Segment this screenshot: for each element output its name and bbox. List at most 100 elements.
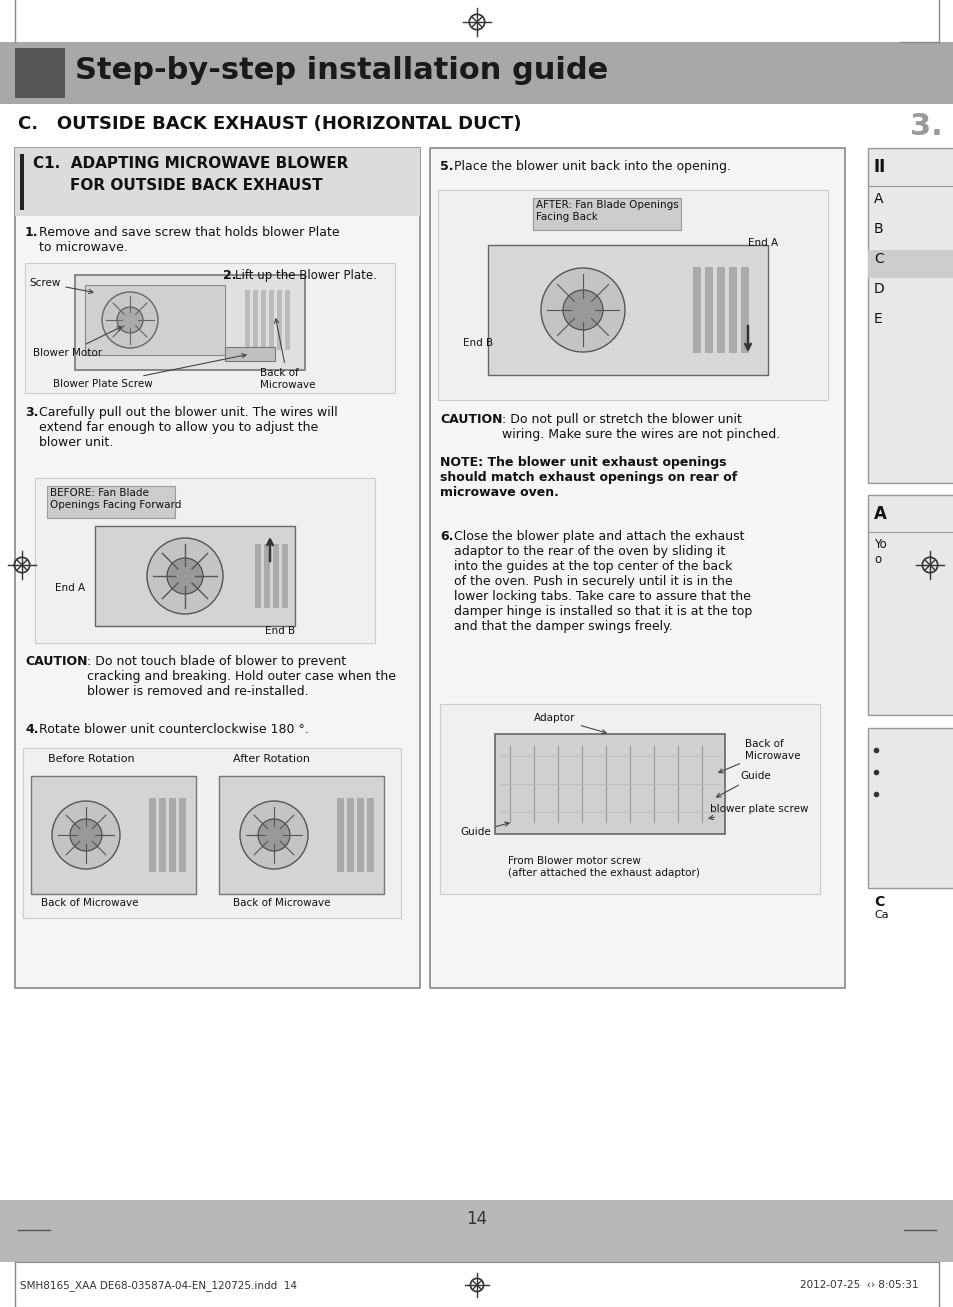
Circle shape [117, 307, 143, 333]
Text: FOR OUTSIDE BACK EXHAUST: FOR OUTSIDE BACK EXHAUST [70, 178, 322, 193]
Bar [30, 776, 195, 894]
Bar [219, 776, 384, 894]
Text: Guide: Guide [716, 771, 770, 797]
Text: B: B [873, 222, 882, 237]
Text: From Blower motor screw
(after attached the exhaust adaptor): From Blower motor screw (after attached … [507, 856, 700, 877]
Circle shape [240, 801, 308, 869]
Text: Before Rotation: Before Rotation [48, 754, 134, 765]
Text: 2.: 2. [223, 269, 236, 282]
Text: Yo
o: Yo o [873, 538, 886, 566]
Text: Back of
Microwave: Back of Microwave [260, 319, 315, 389]
Bar [169, 799, 175, 872]
Bar [276, 290, 282, 350]
Text: : Do not touch blade of blower to prevent
cracking and breaking. Hold outer case: : Do not touch blade of blower to preven… [87, 655, 395, 698]
Circle shape [540, 268, 624, 352]
Text: Back of
Microwave: Back of Microwave [718, 738, 800, 772]
Circle shape [52, 801, 120, 869]
Text: II: II [873, 158, 885, 176]
Bar [867, 728, 953, 887]
Bar [282, 544, 288, 608]
Bar [740, 267, 748, 353]
Text: C: C [873, 252, 882, 267]
Bar [0, 1263, 953, 1307]
Text: Guide: Guide [459, 822, 509, 836]
Text: NOTE: The blower unit exhaust openings
should match exhaust openings on rear of
: NOTE: The blower unit exhaust openings s… [439, 456, 737, 499]
Bar [15, 148, 419, 988]
Text: Rotate blower unit counterclockwise 180 °.: Rotate blower unit counterclockwise 180 … [39, 723, 309, 736]
Text: Blower Motor: Blower Motor [33, 327, 121, 358]
Text: 3.: 3. [25, 406, 38, 420]
Circle shape [147, 538, 223, 614]
Text: D: D [873, 282, 883, 295]
Bar [85, 285, 225, 356]
Bar [439, 704, 820, 894]
Bar [254, 544, 261, 608]
Circle shape [257, 819, 290, 851]
Text: E: E [873, 312, 882, 325]
Bar [356, 799, 364, 872]
Bar [867, 250, 953, 278]
Text: C.   OUTSIDE BACK EXHAUST (HORIZONTAL DUCT): C. OUTSIDE BACK EXHAUST (HORIZONTAL DUCT… [18, 115, 521, 133]
Text: End A: End A [747, 238, 778, 248]
Bar [704, 267, 712, 353]
Bar [533, 197, 680, 230]
Bar [495, 735, 724, 834]
Bar [261, 290, 266, 350]
Bar [253, 290, 257, 350]
Bar [336, 799, 344, 872]
Bar [367, 799, 374, 872]
Text: Adaptor: Adaptor [534, 714, 605, 733]
Text: Remove and save screw that holds blower Plate
to microwave.: Remove and save screw that holds blower … [39, 226, 339, 254]
Bar [225, 346, 274, 361]
Bar [430, 148, 844, 988]
Bar [0, 1200, 953, 1263]
Text: End A: End A [55, 583, 85, 593]
Text: C: C [873, 895, 883, 908]
Bar [264, 544, 270, 608]
Bar [273, 544, 278, 608]
Circle shape [167, 558, 203, 593]
Bar [692, 267, 700, 353]
Text: End B: End B [462, 339, 493, 348]
Text: Blower Plate Screw: Blower Plate Screw [53, 354, 246, 389]
Bar [149, 799, 156, 872]
Bar [159, 799, 166, 872]
Text: End B: End B [265, 626, 294, 637]
Text: Place the blower unit back into the opening.: Place the blower unit back into the open… [454, 159, 730, 173]
Bar [728, 267, 737, 353]
Text: 1.: 1. [25, 226, 38, 239]
Bar [245, 290, 250, 350]
Text: A: A [873, 192, 882, 207]
Text: 2012-07-25  ‹› 8:05:31: 2012-07-25 ‹› 8:05:31 [800, 1280, 918, 1290]
Text: CAUTION: CAUTION [439, 413, 502, 426]
Bar [23, 748, 400, 918]
Bar [269, 290, 274, 350]
Bar [47, 486, 174, 518]
Text: : Do not pull or stretch the blower unit
wiring. Make sure the wires are not pin: : Do not pull or stretch the blower unit… [501, 413, 780, 440]
Text: Step-by-step installation guide: Step-by-step installation guide [75, 56, 608, 85]
Text: SMH8165_XAA DE68-03587A-04-EN_120725.indd  14: SMH8165_XAA DE68-03587A-04-EN_120725.ind… [20, 1280, 296, 1291]
Bar [75, 274, 305, 370]
Text: blower plate screw: blower plate screw [708, 804, 807, 819]
Bar [285, 290, 290, 350]
Bar [25, 263, 395, 393]
Bar [347, 799, 354, 872]
Circle shape [562, 290, 602, 329]
Bar [179, 799, 186, 872]
Circle shape [102, 291, 158, 348]
Bar [35, 478, 375, 643]
Text: C1.  ADAPTING MICROWAVE BLOWER: C1. ADAPTING MICROWAVE BLOWER [33, 156, 348, 171]
Text: 14: 14 [466, 1210, 487, 1229]
Text: BEFORE: Fan Blade
Openings Facing Forward: BEFORE: Fan Blade Openings Facing Forwar… [50, 488, 181, 510]
Text: Ca: Ca [873, 910, 887, 920]
Bar [15, 48, 65, 98]
Text: Carefully pull out the blower unit. The wires will
extend far enough to allow yo: Carefully pull out the blower unit. The … [39, 406, 337, 450]
Bar [867, 495, 953, 715]
Text: 5.: 5. [439, 159, 453, 173]
Bar [95, 525, 294, 626]
Text: AFTER: Fan Blade Openings
Facing Back: AFTER: Fan Blade Openings Facing Back [536, 200, 678, 222]
Text: 6.: 6. [439, 531, 453, 542]
Text: A: A [873, 505, 886, 523]
Bar [717, 267, 724, 353]
Text: Screw: Screw [29, 278, 93, 294]
